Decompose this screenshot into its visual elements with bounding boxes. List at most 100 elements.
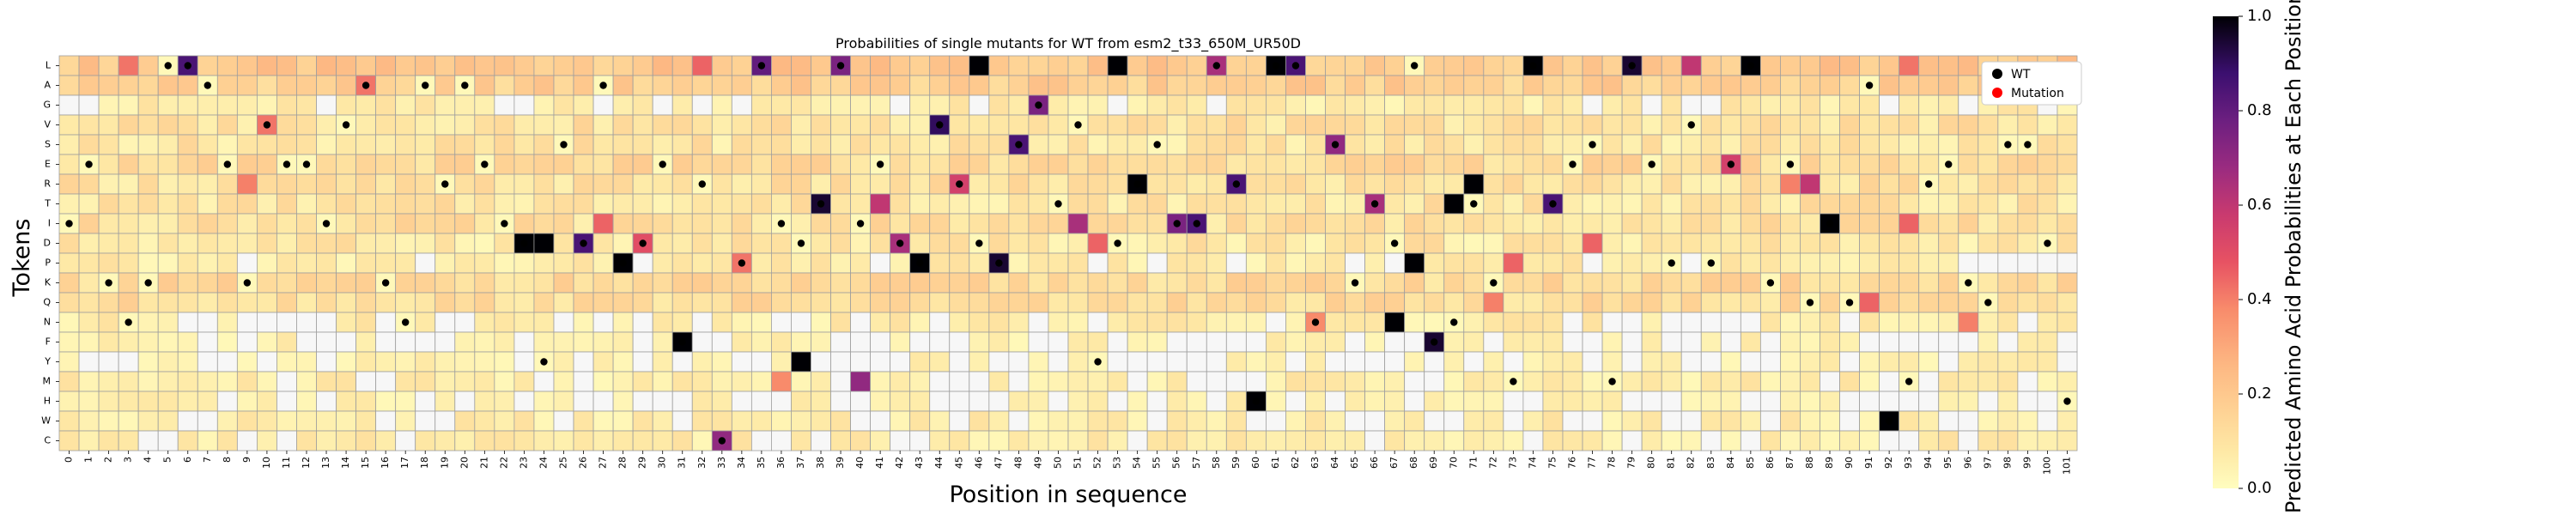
wt-marker <box>461 82 469 89</box>
heatmap-cell <box>652 55 673 76</box>
heatmap-cell <box>1582 272 1603 294</box>
heatmap-cell <box>1087 55 1109 76</box>
heatmap-cell <box>177 213 198 234</box>
heatmap-cell <box>1661 272 1682 294</box>
heatmap-cell <box>1443 154 1465 175</box>
heatmap-cell <box>1087 312 1109 333</box>
heatmap-cell <box>1958 331 1979 353</box>
heatmap-cell <box>1424 371 1445 392</box>
heatmap-cell <box>1938 213 1959 234</box>
y-tick-label: E <box>45 159 51 170</box>
wt-marker <box>916 259 924 267</box>
heatmap-cell <box>1463 371 1485 392</box>
heatmap-cell <box>1661 233 1682 254</box>
heatmap-cell <box>1582 410 1603 432</box>
heatmap-cell <box>256 55 277 76</box>
heatmap-cell <box>1048 410 1069 432</box>
heatmap-cell <box>1522 391 1544 412</box>
heatmap-cell <box>969 351 990 373</box>
x-tick-label: 82 <box>1686 457 1697 469</box>
heatmap-cell <box>771 371 792 392</box>
heatmap-cell <box>1641 75 1662 96</box>
heatmap-cell <box>2037 154 2058 175</box>
heatmap-cell <box>949 430 970 451</box>
heatmap-cell <box>296 55 317 76</box>
heatmap-cell <box>1107 75 1128 96</box>
heatmap-cell <box>276 272 297 294</box>
heatmap-cell <box>296 233 317 254</box>
wt-marker <box>1727 161 1735 168</box>
heatmap-cell <box>454 252 476 274</box>
heatmap-cell <box>1562 233 1583 254</box>
heatmap-cell <box>691 252 713 274</box>
heatmap-cell <box>1958 371 1979 392</box>
heatmap-cell <box>296 410 317 432</box>
heatmap-cell <box>1503 75 1524 96</box>
heatmap-cell <box>1364 272 1386 294</box>
heatmap-cell <box>1582 75 1603 96</box>
heatmap-cell <box>1978 193 1999 215</box>
heatmap-cell <box>78 252 100 274</box>
heatmap-cell <box>1562 351 1583 373</box>
heatmap-cell <box>1048 430 1069 451</box>
heatmap-cell <box>1938 75 1959 96</box>
heatmap-cell <box>671 430 693 451</box>
y-tick-label: Y <box>44 356 51 367</box>
heatmap-cell <box>1997 292 2019 313</box>
heatmap-cell <box>1879 193 1900 215</box>
heatmap-cell <box>870 371 891 392</box>
heatmap-cell <box>1958 75 1979 96</box>
heatmap-cell <box>1285 410 1306 432</box>
heatmap-cell <box>216 213 238 234</box>
heatmap-cell <box>1661 371 1682 392</box>
heatmap-cell <box>1780 213 1801 234</box>
heatmap-cell <box>573 312 594 333</box>
heatmap-cell <box>1384 371 1406 392</box>
heatmap-cell <box>1800 173 1820 195</box>
heatmap-cell <box>1621 154 1643 175</box>
heatmap-cell <box>830 292 851 313</box>
heatmap-cell <box>197 94 218 116</box>
heatmap-cell <box>1958 173 1979 195</box>
heatmap-cell <box>1245 213 1267 234</box>
heatmap-cell <box>612 114 634 136</box>
heatmap-cell <box>375 114 397 136</box>
heatmap-cell <box>573 193 594 215</box>
heatmap-cell <box>1028 391 1049 412</box>
heatmap-cell <box>711 94 732 116</box>
heatmap-cell <box>632 252 653 274</box>
heatmap-cell <box>1582 430 1603 451</box>
heatmap-cell <box>98 391 119 412</box>
heatmap-cell <box>1740 134 1761 155</box>
heatmap-cell <box>929 55 951 76</box>
heatmap-cell <box>474 252 495 274</box>
heatmap-cell <box>771 154 792 175</box>
heatmap-cell <box>1483 430 1504 451</box>
heatmap-cell <box>474 55 495 76</box>
heatmap-cell <box>395 94 416 116</box>
wt-marker <box>1648 161 1656 168</box>
heatmap-cell <box>1918 410 1940 432</box>
heatmap-cell <box>1364 351 1386 373</box>
heatmap-cell <box>1245 312 1267 333</box>
wt-marker <box>1905 378 1913 385</box>
heatmap-cell <box>771 173 792 195</box>
heatmap-cell <box>58 114 80 136</box>
x-tick-label: 10 <box>261 457 272 469</box>
heatmap-cell <box>1028 154 1049 175</box>
heatmap-cell <box>157 371 179 392</box>
heatmap-cell <box>1483 410 1504 432</box>
heatmap-cell <box>58 233 80 254</box>
heatmap-cell <box>1305 154 1326 175</box>
heatmap-cell <box>890 173 911 195</box>
heatmap-cell <box>1601 331 1623 353</box>
heatmap-cell <box>1859 272 1880 294</box>
heatmap-cell <box>494 55 515 76</box>
heatmap-cell <box>1522 351 1544 373</box>
heatmap-cell <box>1621 134 1643 155</box>
heatmap-cell <box>1305 94 1326 116</box>
heatmap-cell <box>157 114 179 136</box>
heatmap-cell <box>296 134 317 155</box>
heatmap-cell <box>791 134 811 155</box>
colorbar-tick-label: 0.2 <box>2247 385 2272 403</box>
